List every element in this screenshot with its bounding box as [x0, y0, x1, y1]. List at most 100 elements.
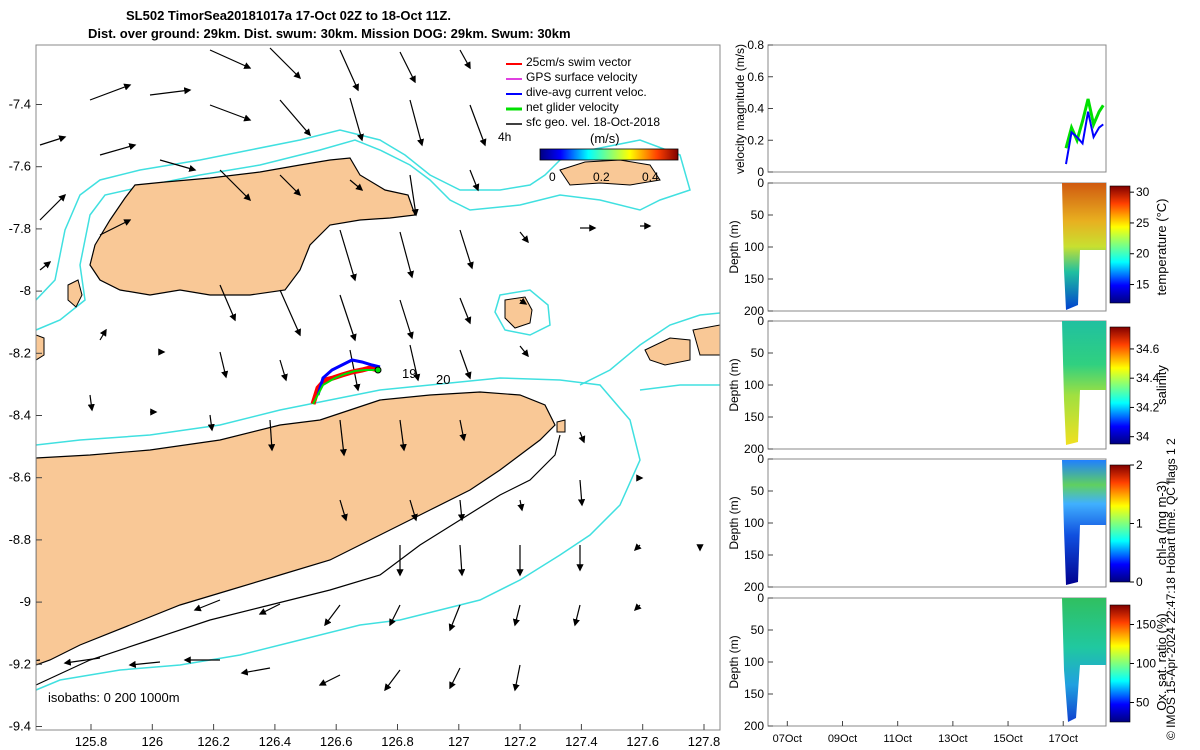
depth-tick-100: 100	[744, 516, 764, 530]
sfc-velocity-arrow	[99, 219, 132, 236]
sfc-velocity-arrow	[159, 159, 197, 172]
sfc-velocity-arrow	[279, 289, 301, 337]
chla-frame	[767, 458, 1107, 588]
imos-credit: © IMOS 15-Apr-2024 22:47:18 Hobart time.…	[1164, 438, 1178, 740]
depth-axis-label: Depth (m)	[727, 635, 741, 688]
sfc-velocity-arrow	[318, 674, 341, 686]
sfc-velocity-arrow	[349, 97, 364, 142]
velocity-series-net	[1064, 98, 1105, 149]
sfc-velocity-arrows	[36, 47, 704, 692]
depth-tick-150: 150	[744, 687, 764, 701]
land-south-island	[36, 391, 556, 666]
map-frame	[35, 44, 721, 731]
salinity-colorbar-tick-34: 34	[1136, 430, 1150, 444]
sfc-velocity-arrow	[384, 669, 401, 692]
salinity-colorbar-tick-34.2: 34.2	[1136, 400, 1160, 414]
oxygen-frame	[767, 597, 1107, 727]
velocity-ytick-0.2: 0.2	[747, 133, 764, 147]
map-xtick-127.2: 127.2	[504, 734, 537, 749]
sfc-velocity-arrow	[517, 499, 525, 512]
sfc-velocity-arrow	[448, 604, 461, 632]
land-east-top	[559, 159, 661, 186]
map-xtick-127.8: 127.8	[688, 734, 721, 749]
sfc-velocity-arrow	[219, 169, 252, 202]
sfc-velocity-arrow	[39, 193, 67, 221]
sfc-velocity-arrow	[389, 604, 401, 627]
salinity-frame	[767, 320, 1107, 450]
plot-subtitle: Dist. over ground: 29km. Dist. swum: 30k…	[88, 26, 571, 41]
velocity-ytick-0.6: 0.6	[747, 70, 764, 84]
sfc-velocity-arrow	[399, 231, 414, 279]
sfc-velocity-arrow	[399, 51, 416, 84]
legend-diveavg: dive-avg current veloc.	[526, 85, 647, 99]
colorbar-tick-0.2: 0.2	[593, 170, 610, 184]
sfc-velocity-arrow	[219, 284, 237, 322]
temperature-colorbar-tick-30: 30	[1136, 185, 1150, 199]
map-ytick--7.4: -7.4	[9, 97, 31, 112]
sfc-velocity-arrow	[409, 99, 424, 147]
map-ytick--8.8: -8.8	[9, 532, 31, 547]
map-ytick--8: -8	[19, 283, 31, 298]
sfc-velocity-arrow	[279, 174, 302, 197]
depth-tick-200: 200	[744, 580, 764, 594]
isobath-1000m-mid	[36, 377, 641, 691]
oxygen-colorbar-tick-50: 50	[1136, 696, 1150, 710]
depth-tick-100: 100	[744, 240, 764, 254]
sfc-velocity-arrow	[269, 47, 302, 80]
sfc-velocity-arrow	[99, 143, 137, 156]
sfc-velocity-arrow	[339, 49, 359, 92]
time-tick-13Oct: 13Oct	[938, 733, 967, 745]
salinity-colorbar-tick-34.4: 34.4	[1136, 371, 1160, 385]
time-tick-15Oct: 15Oct	[993, 733, 1022, 745]
isobath-1000m-east	[579, 312, 720, 391]
chla-colorbar-tick-2: 2	[1136, 458, 1143, 472]
chla-colorbar-label: chl-a (mg m-3)	[1154, 481, 1169, 566]
map-ytick--7.8: -7.8	[9, 221, 31, 236]
map-xtick-126.2: 126.2	[197, 734, 230, 749]
depth-tick-0: 0	[757, 314, 764, 328]
velocity-ytick-0.8: 0.8	[747, 38, 764, 52]
depth-tick-200: 200	[744, 304, 764, 318]
sfc-velocity-arrow	[339, 419, 347, 457]
sfc-velocity-arrow	[209, 49, 252, 69]
sfc-velocity-arrow	[578, 431, 586, 444]
land-small-west	[67, 279, 83, 308]
sfc-velocity-arrow	[399, 299, 414, 340]
salinity-colorbar-tick-34.6: 34.6	[1136, 342, 1160, 356]
velocity-frame	[767, 44, 1107, 173]
colorbar-tick-0.4: 0.4	[642, 170, 659, 184]
map-ytick--9.4: -9.4	[9, 719, 31, 734]
depth-tick-200: 200	[744, 442, 764, 456]
sfc-velocity-arrow	[572, 604, 581, 627]
sfc-velocity-arrow	[409, 499, 418, 522]
land-tip	[556, 419, 566, 433]
glider-track	[310, 358, 382, 405]
depth-tick-150: 150	[744, 410, 764, 424]
sfc-velocity-arrow	[512, 664, 521, 692]
map-xtick-127.6: 127.6	[626, 734, 659, 749]
legend-swim: 25cm/s swim vector	[526, 55, 631, 69]
depth-axis-label: Depth (m)	[727, 496, 741, 549]
sfc-velocity-arrow	[207, 414, 215, 432]
map-xtick-126.6: 126.6	[320, 734, 353, 749]
sfc-velocity-arrow	[149, 87, 192, 96]
sfc-velocity-arrow	[458, 544, 466, 577]
salinity-colorbar	[1109, 326, 1131, 445]
map-y-ticks: -7.4 -7.6 -7.8 -8 -8.2 -8.4 -8.6 -8.8 -9 -9.2 -9.4	[9, 97, 42, 734]
profile-salinity	[767, 320, 1131, 450]
sfc-velocity-arrow	[89, 83, 132, 101]
sfc-velocity-arrow	[240, 667, 271, 676]
profile-temperature	[767, 182, 1131, 312]
profile-chla	[767, 458, 1131, 588]
time-tick-11Oct: 11Oct	[883, 733, 912, 745]
temperature-colorbar	[1109, 185, 1131, 304]
isobath-1000m-islet	[494, 289, 551, 336]
oxygen-field	[1062, 598, 1106, 722]
sfc-velocity-arrow	[99, 328, 107, 341]
sfc-velocity-arrow	[279, 359, 288, 382]
depth-tick-100: 100	[744, 655, 764, 669]
map-legend: 25cm/s swim vector GPS surface velocity …	[498, 55, 679, 184]
land-east-mid	[644, 337, 691, 366]
